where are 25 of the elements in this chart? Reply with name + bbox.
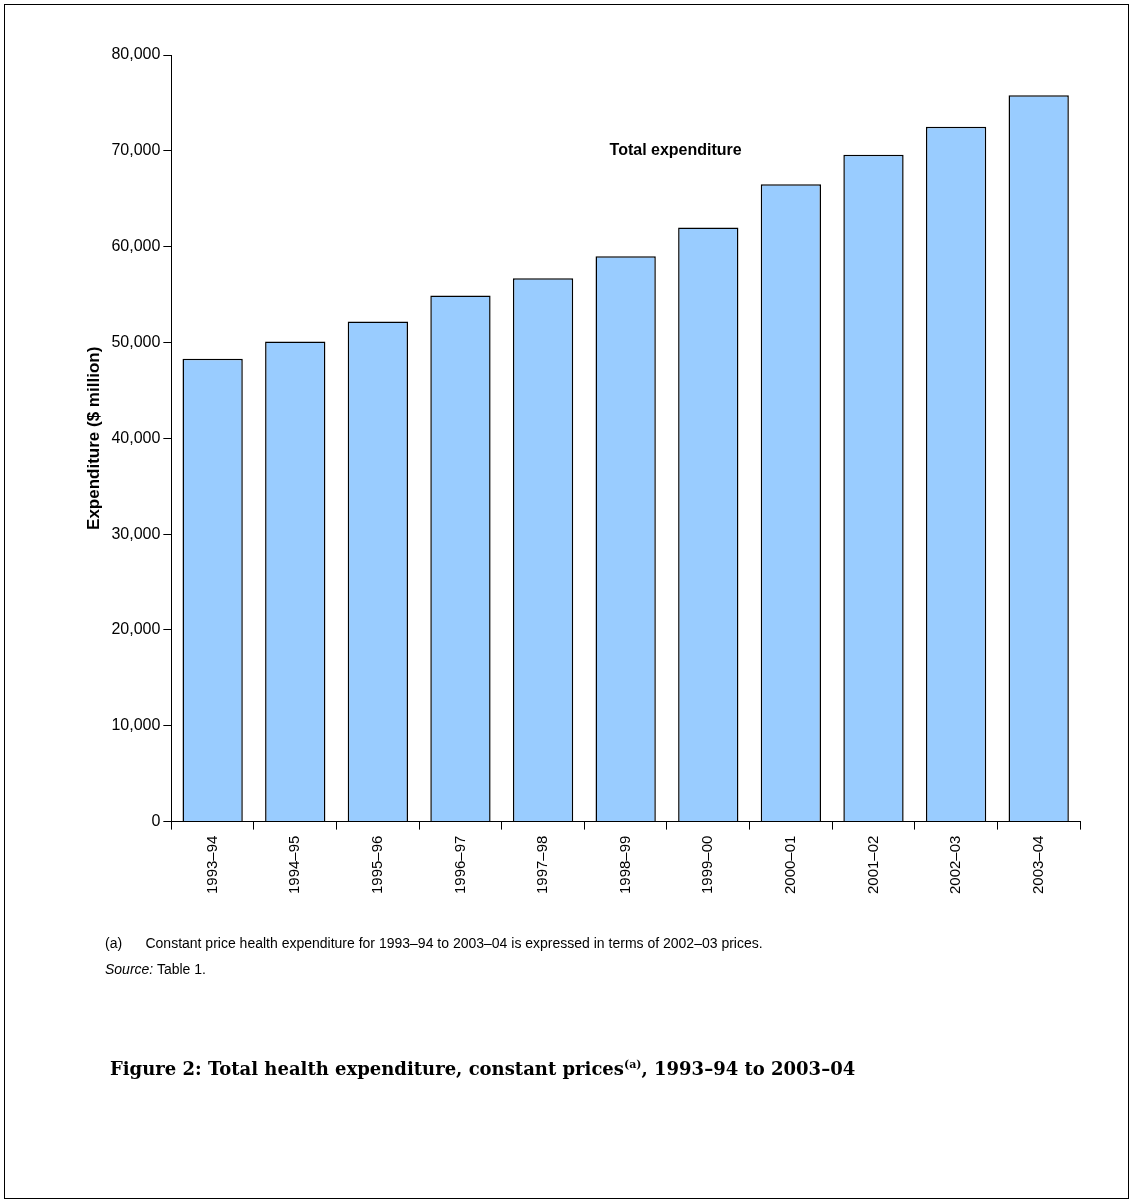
y-tick-label: 20,000 (111, 620, 161, 638)
text: (a) Constant price health expenditure for 1993–94 to 2003–04 is expressed in terms of 2002–03 prices. (105, 934, 763, 953)
y-tick-label: 40,000 (111, 428, 161, 446)
text: Figure 2: Total health expenditure, constant prices$^{(a)}$, 1993–94 to 2003–04 (110, 1058, 856, 1079)
x-tick-label: 1997–98 (533, 835, 551, 895)
x-tick-label: 1993–94 (202, 835, 220, 895)
y-tick-label: 0 (151, 812, 161, 830)
x-tick-label: 1996–97 (450, 835, 468, 895)
x-tick-label: 1995–96 (367, 835, 385, 895)
x-tick-label: 1994–95 (285, 835, 303, 895)
y-tick-label: 80,000 (111, 45, 161, 63)
x-tick-label: 2003–04 (1028, 835, 1046, 895)
x-tick-label: 2001–02 (863, 835, 881, 895)
y-axis-title: Expenditure ($ million) (83, 346, 103, 530)
x-tick-label: 1999–00 (698, 835, 716, 895)
y-tick-label: 60,000 (111, 237, 161, 255)
y-tick-label: 30,000 (111, 524, 161, 542)
y-tick-label: 50,000 (111, 332, 161, 350)
x-tick-label: 2000–01 (781, 835, 799, 895)
annotation: Total expenditure (609, 141, 742, 159)
x-tick-label: 1998–99 (615, 835, 633, 895)
source-note: Source: Table 1. (105, 960, 207, 979)
y-tick-label: 70,000 (111, 141, 161, 159)
x-tick-label: 2002–03 (946, 835, 964, 895)
y-tick-label: 10,000 (111, 716, 161, 734)
